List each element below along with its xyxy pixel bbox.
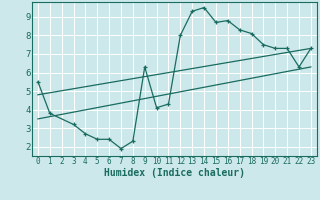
X-axis label: Humidex (Indice chaleur): Humidex (Indice chaleur) bbox=[104, 168, 245, 178]
